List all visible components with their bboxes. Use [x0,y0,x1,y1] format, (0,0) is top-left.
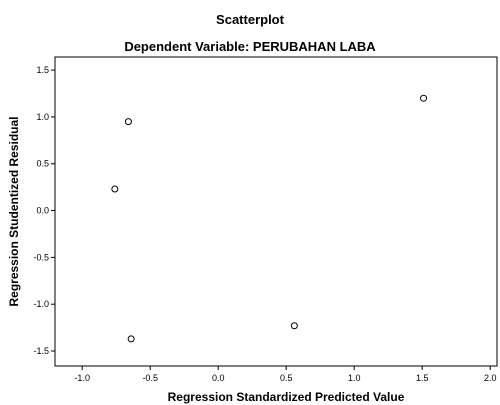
y-tick-label: 0.0 [36,206,49,216]
data-point [420,94,428,102]
y-tick-label: 1.0 [36,112,49,122]
x-tick-label: 1.0 [348,373,361,383]
x-axis-title: Regression Standardized Predicted Value [168,390,405,404]
chart-subtitle: Dependent Variable: PERUBAHAN LABA [124,39,376,54]
data-point [127,335,135,343]
y-axis: 1.5 1.0 0.5 0.0 -0.5 -1.0 -1.5 [33,65,55,356]
chart-title: Scatterplot [216,12,284,27]
x-tick-label: -1.0 [74,373,90,383]
y-tick-label: -0.5 [33,252,49,262]
y-tick-label: -1.0 [33,299,49,309]
x-axis: -1.0 -0.5 0.0 0.5 1.0 1.5 2.0 [74,366,496,383]
data-point [111,185,119,193]
x-tick-label: -0.5 [142,373,158,383]
x-tick-label: 0.0 [212,373,225,383]
plot-area [54,56,498,367]
y-tick-label: 0.5 [36,159,49,169]
x-tick-label: 2.0 [484,373,497,383]
data-points [111,94,428,343]
x-tick-label: 0.5 [280,373,293,383]
y-axis-title: Regression Studentized Residual [7,116,21,306]
y-tick-label: 1.5 [36,65,49,75]
y-tick-label: -1.5 [33,346,49,356]
data-point [124,118,132,126]
x-tick-label: 1.5 [416,373,429,383]
data-point [290,322,298,330]
